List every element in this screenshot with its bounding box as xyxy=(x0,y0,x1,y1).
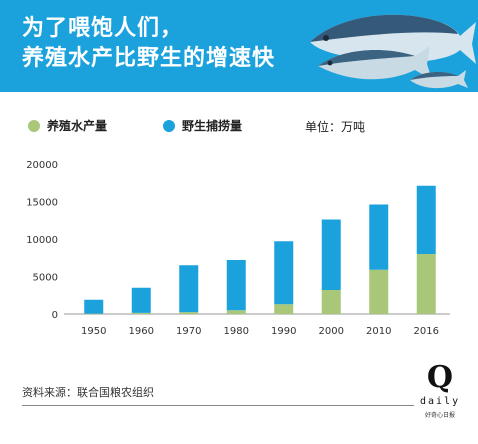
legend-label-aquaculture: 养殖水产量 xyxy=(47,119,108,133)
bar-wild-catch xyxy=(226,260,246,311)
x-tick-label: 1990 xyxy=(271,326,296,337)
x-tick-label: 2010 xyxy=(366,326,391,337)
header-banner: 为了喂饱人们， 养殖水产比野生的增速快 xyxy=(0,0,478,92)
fish-small-icon xyxy=(410,70,468,89)
y-tick-label: 15000 xyxy=(26,198,58,209)
legend-item-aquaculture: 养殖水产量 xyxy=(28,117,107,134)
x-tick-label: 1960 xyxy=(129,326,154,337)
logo-letter: Q xyxy=(426,360,454,395)
bar-aquaculture xyxy=(131,312,151,314)
y-tick-label: 10000 xyxy=(26,235,58,246)
bar-wild-catch xyxy=(131,287,151,313)
legend-swatch-wild-catch xyxy=(163,119,175,132)
bar-aquaculture xyxy=(416,254,436,314)
footer-divider xyxy=(22,405,414,406)
source-note: 资料来源：联合国粮农组织 xyxy=(22,386,154,399)
title-line-1: 为了喂饱人们， xyxy=(22,16,184,41)
legend-label-wild-catch: 野生捕捞量 xyxy=(182,119,243,133)
x-tick-label: 1980 xyxy=(224,326,249,337)
logo-subtitle: 好奇心日报 xyxy=(424,412,455,419)
x-tick-label: 2000 xyxy=(319,326,344,337)
bar-wild-catch xyxy=(416,185,436,254)
bar-aquaculture xyxy=(369,269,389,314)
y-tick-label: 20000 xyxy=(26,160,58,171)
fish-medium-icon xyxy=(318,46,432,80)
logo-word: daily xyxy=(420,396,461,407)
y-tick-label: 5000 xyxy=(33,273,58,284)
bar-wild-catch xyxy=(369,204,389,270)
legend-swatch-aquaculture xyxy=(28,119,40,132)
fish-illustration xyxy=(310,14,476,89)
qdaily-logo: Q daily 好奇心日报 xyxy=(420,360,460,430)
legend-item-wild-catch: 野生捕捞量 xyxy=(163,117,242,134)
x-tick-label: 2016 xyxy=(414,326,439,337)
y-tick-label: 0 xyxy=(52,310,58,321)
stacked-bar-chart: 0 5000 10000 15000 20000 1950 1960 1970 1980 1990… xyxy=(26,160,450,337)
bar-wild-catch xyxy=(321,219,341,290)
bar-wild-catch xyxy=(84,299,104,314)
unit-label: 单位：万吨 xyxy=(305,120,366,134)
x-tick-label: 1970 xyxy=(176,326,201,337)
bar-wild-catch xyxy=(274,241,294,305)
bar-wild-catch xyxy=(179,265,199,313)
bar-aquaculture xyxy=(321,290,341,314)
fish-large-icon xyxy=(310,14,476,64)
chart-legend: 养殖水产量 野生捕捞量 单位：万吨 xyxy=(0,117,478,137)
bar-aquaculture xyxy=(226,310,246,314)
x-tick-label: 1950 xyxy=(81,326,106,337)
bar-aquaculture xyxy=(274,304,294,314)
bar-aquaculture xyxy=(179,312,199,314)
title-line-2: 养殖水产比野生的增速快 xyxy=(22,46,276,71)
